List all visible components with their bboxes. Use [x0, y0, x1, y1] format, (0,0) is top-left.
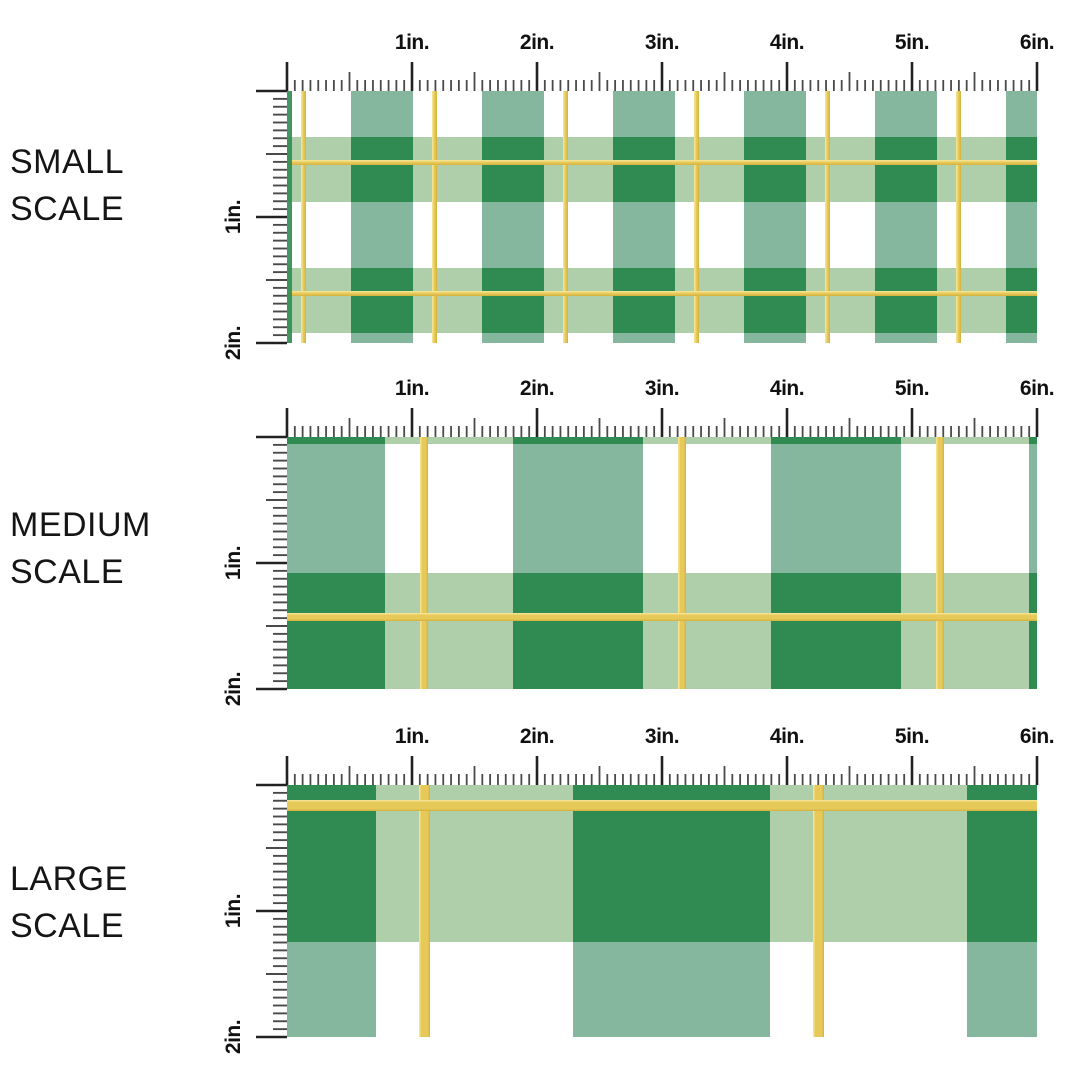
panel-title-line: MEDIUM [10, 506, 151, 544]
fabric-swatch-small [287, 91, 1037, 343]
ruler-inch-label-vertical: 1in. [222, 200, 245, 234]
panel-title-line: SCALE [10, 190, 124, 228]
ruler-inch-label: 6in. [1020, 725, 1054, 748]
gold-horizontal-lines-layer [287, 437, 1037, 689]
ruler-inch-label: 4in. [770, 31, 804, 54]
plaid-columns-layer [287, 437, 1037, 689]
vertical-ruler: 1in. 2in. [222, 435, 287, 706]
plaid-columns-layer [287, 91, 1037, 343]
fabric-edge-strip [287, 91, 1037, 343]
ruler-inch-label: 3in. [645, 31, 679, 54]
vertical-ruler: 1in. 2in. [222, 89, 287, 360]
ruler-inch-label-vertical: 1in. [222, 546, 245, 580]
ruler-inch-label: 5in. [895, 31, 929, 54]
fabric-swatch-large [287, 785, 1037, 1037]
panel-title-line: SMALL [10, 143, 124, 181]
ruler-inch-label: 6in. [1020, 31, 1054, 54]
fabric-swatch-medium [287, 437, 1037, 689]
gold-vertical-lines-layer [287, 91, 1037, 343]
ruler-inch-label: 2in. [520, 31, 554, 54]
ruler-inch-label-vertical: 2in. [222, 1020, 245, 1054]
gold-horizontal-lines-layer [287, 91, 1037, 343]
plaid-intersections-layer [287, 785, 1037, 1037]
ruler-inch-label: 5in. [895, 377, 929, 400]
plaid-columns-layer [287, 785, 1037, 1037]
ruler-inch-label: 3in. [645, 725, 679, 748]
horizontal-ruler: 1in. 2in. 3in. 4in. 5in. 6in. [285, 31, 1055, 91]
panel-title-large: LARGE SCALE [10, 856, 128, 950]
ruler-inch-label-vertical: 2in. [222, 672, 245, 706]
ruler-inch-label: 2in. [520, 377, 554, 400]
horizontal-ruler: 1in. 2in. 3in. 4in. 5in. 6in. [285, 725, 1055, 785]
ruler-inch-label: 6in. [1020, 377, 1054, 400]
vertical-ruler: 1in. 2in. [222, 783, 287, 1054]
ruler-inch-label: 2in. [520, 725, 554, 748]
gold-vertical-lines-layer [287, 437, 1037, 689]
panel-title-line: SCALE [10, 553, 124, 591]
plaid-intersections-layer [287, 437, 1037, 689]
horizontal-ruler: 1in. 2in. 3in. 4in. 5in. 6in. [285, 377, 1055, 437]
panel-title-line: SCALE [10, 907, 124, 945]
ruler-inch-label-vertical: 1in. [222, 894, 245, 928]
ruler-inch-label: 4in. [770, 377, 804, 400]
ruler-inch-label: 1in. [395, 31, 429, 54]
ruler-inch-label: 3in. [645, 377, 679, 400]
plaid-rows-layer [287, 91, 1037, 343]
ruler-inch-label: 5in. [895, 725, 929, 748]
panel-title-medium: MEDIUM SCALE [10, 502, 151, 596]
ruler-inch-label: 1in. [395, 725, 429, 748]
panel-title-line: LARGE [10, 860, 128, 898]
plaid-rows-layer [287, 437, 1037, 689]
ruler-inch-label: 4in. [770, 725, 804, 748]
plaid-intersections-layer [287, 91, 1037, 343]
ruler-inch-label-vertical: 2in. [222, 326, 245, 360]
panel-title-small: SMALL SCALE [10, 139, 124, 233]
plaid-rows-layer [287, 785, 1037, 1037]
gold-vertical-lines-layer [287, 785, 1037, 1037]
ruler-inch-label: 1in. [395, 377, 429, 400]
gold-horizontal-lines-layer [287, 785, 1037, 1037]
